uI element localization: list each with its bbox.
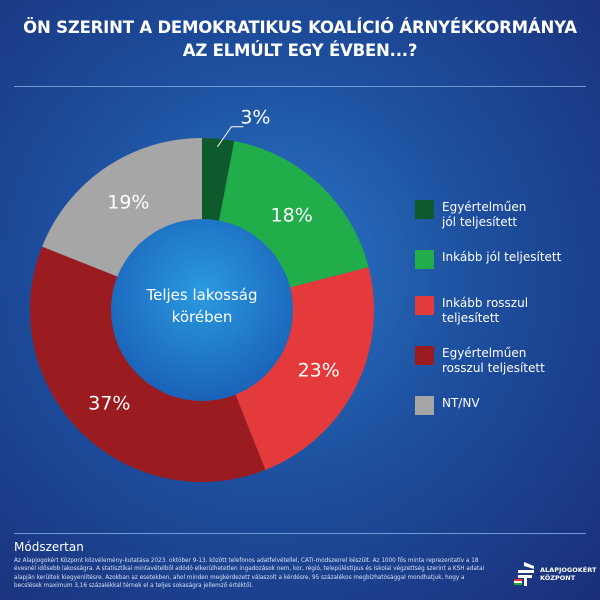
legend-swatch [415, 250, 434, 269]
center-label-1: Teljes lakosság [145, 286, 257, 304]
logo-line-1: ALAPJOGOKÉRT [540, 566, 597, 574]
data-label: 37% [88, 393, 130, 415]
legend-swatch [415, 200, 434, 219]
chart-title: ÖN SZERINT A DEMOKRATIKUS KOALÍCIÓ ÁRNYÉ… [0, 16, 600, 62]
legend-label-line-1: Egyértelműen [442, 346, 527, 360]
legend-label-line-1: Egyértelműen [442, 200, 527, 214]
legend-label-line-2: jól teljesített [442, 215, 518, 229]
legend-item: Inkább rosszul teljesített [415, 296, 595, 326]
legend-label-line-2: rosszul teljesített [442, 361, 545, 375]
data-label: 19% [107, 192, 149, 214]
donut-center [111, 219, 293, 401]
title-line-1: ÖN SZERINT A DEMOKRATIKUS KOALÍCIÓ ÁRNYÉ… [23, 18, 577, 37]
methodology-heading: Módszertan [14, 540, 84, 554]
center-label-2: körében [172, 308, 233, 326]
logo: ALAPJOGOKÉRT KÖZPONT [514, 562, 596, 586]
legend-swatch [415, 396, 434, 415]
logo-line-2: KÖZPONT [540, 574, 576, 582]
legend-item: NT/NV [415, 396, 595, 415]
data-label: 3% [240, 107, 270, 129]
methodology-text: Az Alapjogokért Központ közvélemény-kuta… [14, 558, 485, 589]
legend-label-line-1: Inkább jól teljesített [442, 250, 562, 264]
top-divider [14, 86, 586, 87]
legend-label-line-2: teljesített [442, 311, 500, 325]
legend-swatch [415, 296, 434, 315]
logo-mark-icon [514, 562, 534, 586]
legend-label-line-1: Inkább rosszul [442, 296, 529, 310]
bottom-divider [14, 533, 586, 534]
data-label: 23% [298, 359, 340, 381]
legend-item: Egyértelműen rosszul teljesített [415, 346, 595, 376]
legend-item: Egyértelműen jól teljesített [415, 200, 595, 230]
data-label: 18% [271, 205, 313, 227]
legend-label-line-1: NT/NV [442, 396, 480, 410]
legend-swatch [415, 346, 434, 365]
legend-item: Inkább jól teljesített [415, 250, 595, 269]
methodology: Módszertan Az Alapjogokért Központ közvé… [14, 540, 494, 590]
leader-line [217, 126, 244, 148]
title-line-2: AZ ELMÚLT EGY ÉVBEN...? [182, 41, 418, 60]
